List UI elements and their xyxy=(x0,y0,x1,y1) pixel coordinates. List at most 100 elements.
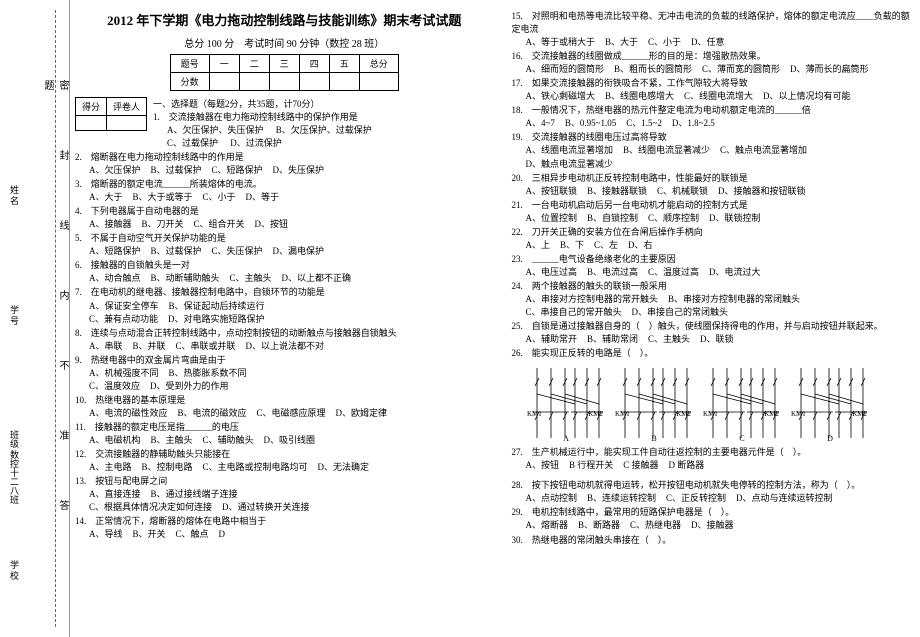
q24-opts: A、串接对方控制电器的常开触头B、串接对方控制电器的常闭触头 xyxy=(511,293,910,306)
q28-opts: A、点动控制B、连续运转控制C、正反转控制D、点动与连续运转控制 xyxy=(511,492,910,505)
binding-school: 学 校 xyxy=(8,560,21,580)
q1-opts: A、欠压保护、失压保护 B、欠压保护、过载保护 C、过载保护 D、过流保护 xyxy=(153,123,493,149)
q12-opts: A、主电路B、控制电路C、主电路或控制电路均可D、无法确定 xyxy=(75,461,493,474)
svg-text:D: D xyxy=(828,434,834,442)
svg-text:KM2: KM2 xyxy=(853,410,868,418)
q24-stem: 24. 两个接触器的触头的联锁一般采用 xyxy=(511,280,910,293)
q19-stem: 19. 交流接触器的线圈电压过高将导致 xyxy=(511,131,910,144)
question-26: 26. 能实现正反转的电路是（ ）。 KM1 KM2 A KM1 KM2 xyxy=(511,347,910,442)
q20-opts: A、按钮联锁B、接触器联锁C、机械联锁D、接触器和按钮联锁 xyxy=(511,185,910,198)
q16-opts: A、细而短的圆筒形B、粗而长的圆筒形C、薄而宽的圆筒形D、薄而长的扁筒形 xyxy=(511,63,910,76)
score-row-head: 题号 一 二 三 四 五 总分 xyxy=(170,55,398,73)
q3-stem: 3. 熔断器的额定电流______所装熔体的电流。 xyxy=(75,178,493,191)
exam-subtitle: 总分 100 分 考试时间 90 分钟（数控 28 班） xyxy=(75,35,493,50)
question-16: 16. 交流接触器的线圈做成______形的目的是：增强散热效果。A、细而短的圆… xyxy=(511,50,910,76)
question-12: 12. 交流接触器的静辅助触头只能接在A、主电路B、控制电路C、主电路或控制电路… xyxy=(75,448,493,474)
svg-text:KM2: KM2 xyxy=(677,410,692,418)
q15-stem: 15. 对照明和电热等电流比较平稳、无冲击电流的负载的线路保护，熔体的额定电流应… xyxy=(511,10,910,36)
q24-opts2: C、串接自己的常开触头D、串接自己的常闭触头 xyxy=(511,306,910,319)
binding-class: 班级 数控十二八班 xyxy=(8,430,21,504)
q25-opts: A、辅助常开B、辅助常闭C、主触头D、联锁 xyxy=(511,333,910,346)
q25-stem: 25. 自锁是通过接触器自身的（ ）触头，使线圈保持得电的作用，并与启动按钮并联… xyxy=(511,320,910,333)
q10-stem: 10. 热继电器的基本原理是 xyxy=(75,394,493,407)
question-list-left: 2. 熔断器在电力拖动控制线路中的作用是A、欠压保护B、过载保护C、短路保护D、… xyxy=(75,151,493,542)
question-21: 21. 一台电动机启动后另一台电动机才能启动的控制方式是A、位置控制B、自锁控制… xyxy=(511,199,910,225)
question-10: 10. 热继电器的基本原理是A、电流的磁性效应B、电流的磁效应C、电磁感应原理D… xyxy=(75,394,493,420)
question-30: 30. 热继电器的常闭触头串接在（ ）。 xyxy=(511,534,910,547)
q8-stem: 8. 连续与点动混合正转控制线路中，点动控制按钮的动断触点与接触器自锁触头 xyxy=(75,327,493,340)
question-27: 27. 生产机械运行中，能实现工件自动往返控制的主要电器元件是（ ）。A、按钮B… xyxy=(511,446,910,472)
q22-stem: 22. 刀开关正确的安装方位在合闸后操作手柄向 xyxy=(511,226,910,239)
q7-opts2: C、兼有点动功能D、对电路实施短路保护 xyxy=(75,313,493,326)
q8-opts: A、串联B、并联C、串联或并联D、以上说法都不对 xyxy=(75,340,493,353)
q29-opts: A、熔断器B、断路器C、热继电器D、接触器 xyxy=(511,519,910,532)
question-28: 28. 按下按钮电动机就得电运转，松开按钮电动机就失电停转的控制方法，称为（ ）… xyxy=(511,479,910,505)
q30-stem: 30. 热继电器的常闭触头串接在（ ）。 xyxy=(511,534,910,547)
question-19: 19. 交流接触器的线圈电压过高将导致A、线圈电流显著增加B、线圈电流显著减少C… xyxy=(511,131,910,170)
svg-text:KM1: KM1 xyxy=(703,410,718,418)
q6-opts: A、动合触点B、动断辅助触头C、主触头D、以上都不正确 xyxy=(75,272,493,285)
question-24: 24. 两个接触器的触头的联锁一般采用A、串接对方控制电器的常开触头B、串接对方… xyxy=(511,280,910,319)
score-row-blank: 分数 xyxy=(170,73,398,91)
question-25: 25. 自锁是通过接触器自身的（ ）触头，使线圈保持得电的作用，并与启动按钮并联… xyxy=(511,320,910,346)
question-17: 17. 如果交流接触器的衔铁吸合不紧，工作气隙较大将导致A、铁心剩磁增大B、线圈… xyxy=(511,77,910,103)
q11-stem: 11. 接触器的额定电压是指______的电压 xyxy=(75,421,493,434)
q2-opts: A、欠压保护B、过载保护C、短路保护D、失压保护 xyxy=(75,164,493,177)
question-13: 13. 按钮与配电屏之间A、直接连接B、通过接线端子连接C、根据具体情况决定如何… xyxy=(75,475,493,514)
q2-stem: 2. 熔断器在电力拖动控制线路中的作用是 xyxy=(75,151,493,164)
q13-opts: A、直接连接B、通过接线端子连接 xyxy=(75,488,493,501)
q21-opts: A、位置控制B、自锁控制C、顺序控制D、联锁控制 xyxy=(511,212,910,225)
question-14: 14. 正常情况下，熔断器的熔体在电路中相当于A、导线B、开关C、触点D xyxy=(75,515,493,541)
question-29: 29. 电机控制线路中，最常用的短路保护电器是（ ）。A、熔断器B、断路器C、热… xyxy=(511,506,910,532)
column-right: 15. 对照明和电热等电流比较平稳、无冲击电流的负载的线路保护，熔体的额定电流应… xyxy=(511,10,910,627)
q16-stem: 16. 交流接触器的线圈做成______形的目的是：增强散热效果。 xyxy=(511,50,910,63)
circuit-diagram-B: KM1 KM2 B xyxy=(613,364,695,442)
column-left: 2012 年下学期《电力拖动控制线路与技能训练》期末考试试题 总分 100 分 … xyxy=(75,10,493,627)
q3-opts: A、大于B、大于或等于C、小于D、等于 xyxy=(75,191,493,204)
question-23: 23. ______电气设备绝缘老化的主要原因A、电压过高B、电流过高C、温度过… xyxy=(511,253,910,279)
question-4: 4. 下列电器属于自动电器的是A、接触器B、刀开关C、组合开关D、按钮 xyxy=(75,205,493,231)
q17-stem: 17. 如果交流接触器的衔铁吸合不紧，工作气隙较大将导致 xyxy=(511,77,910,90)
q18-stem: 18. 一般情况下，热继电器的热元件整定电流为电动机额定电流的______倍 xyxy=(511,104,910,117)
svg-text:A: A xyxy=(564,434,570,442)
q23-stem: 23. ______电气设备绝缘老化的主要原因 xyxy=(511,253,910,266)
question-9: 9. 热继电器中的双金属片弯曲是由于A、机械强度不同B、热膨胀系数不同C、温度效… xyxy=(75,354,493,393)
q11-opts: A、电磁机构B、主触头C、辅助触头D、吸引线圈 xyxy=(75,434,493,447)
q6-stem: 6. 接触器的自锁触头是一对 xyxy=(75,259,493,272)
q14-stem: 14. 正常情况下，熔断器的熔体在电路中相当于 xyxy=(75,515,493,528)
svg-text:C: C xyxy=(740,434,745,442)
q14-opts: A、导线B、开关C、触点D xyxy=(75,528,493,541)
question-2: 2. 熔断器在电力拖动控制线路中的作用是A、欠压保护B、过载保护C、短路保护D、… xyxy=(75,151,493,177)
svg-text:KM1: KM1 xyxy=(527,410,542,418)
section-1-title: 一、选择题（每题2分，共35题，计70分） xyxy=(153,97,493,110)
q13-opts2: C、根据具体情况决定如何连接D、通过转换开关连接 xyxy=(75,501,493,514)
exam-title: 2012 年下学期《电力拖动控制线路与技能训练》期末考试试题 xyxy=(75,10,493,29)
question-11: 11. 接触器的额定电压是指______的电压A、电磁机构B、主触头C、辅助触头… xyxy=(75,421,493,447)
q10-opts: A、电流的磁性效应B、电流的磁效应C、电磁感应原理D、欧姆定律 xyxy=(75,407,493,420)
question-list-right: 15. 对照明和电热等电流比较平稳、无冲击电流的负载的线路保护，熔体的额定电流应… xyxy=(511,10,910,548)
q18-opts: A、4~7B、0.95~1.05C、1.5~2D、1.8~2.5 xyxy=(511,117,910,130)
question-6: 6. 接触器的自锁触头是一对A、动合触点B、动断辅助触头C、主触头D、以上都不正… xyxy=(75,259,493,285)
q22-opts: A、上B、下C、左D、右 xyxy=(511,239,910,252)
svg-text:KM1: KM1 xyxy=(791,410,806,418)
q23-opts: A、电压过高B、电流过高C、温度过高D、电流过大 xyxy=(511,266,910,279)
circuit-diagram-C: KM1 KM2 C xyxy=(701,364,783,442)
q19-opts: A、线圈电流显著增加B、线圈电流显著减少C、触点电流显著增加D、触点电流显著减少 xyxy=(511,144,910,170)
q21-stem: 21. 一台电动机启动后另一台电动机才能启动的控制方式是 xyxy=(511,199,910,212)
q5-stem: 5. 不属于自动空气开关保护功能的是 xyxy=(75,232,493,245)
svg-text:KM2: KM2 xyxy=(589,410,604,418)
circuit-diagram-D: KM1 KM2 D xyxy=(789,364,871,442)
svg-text:KM2: KM2 xyxy=(765,410,780,418)
question-8: 8. 连续与点动混合正转控制线路中，点动控制按钮的动断触点与接触器自锁触头A、串… xyxy=(75,327,493,353)
svg-text:B: B xyxy=(652,434,657,442)
q13-stem: 13. 按钮与配电屏之间 xyxy=(75,475,493,488)
q17-opts: A、铁心剩磁增大B、线圈电感增大C、线圈电流增大D、以上情况均有可能 xyxy=(511,90,910,103)
binding-name: 姓 名 xyxy=(8,185,21,205)
question-15: 15. 对照明和电热等电流比较平稳、无冲击电流的负载的线路保护，熔体的额定电流应… xyxy=(511,10,910,49)
q7-opts: A、保证安全停车B、保证起动后持续运行 xyxy=(75,300,493,313)
content-area: 2012 年下学期《电力拖动控制线路与技能训练》期末考试试题 总分 100 分 … xyxy=(75,10,910,627)
binding-margin: 学 校 班级 数控十二八班 学 号 姓 名 密封线内不准答题 xyxy=(0,0,70,637)
q27-stem: 27. 生产机械运行中，能实现工件自动往返控制的主要电器元件是（ ）。 xyxy=(511,446,910,459)
binding-studentno: 学 号 xyxy=(8,305,21,325)
q27-opts: A、按钮B 行程开关C 接触器D 断路器 xyxy=(511,459,910,472)
